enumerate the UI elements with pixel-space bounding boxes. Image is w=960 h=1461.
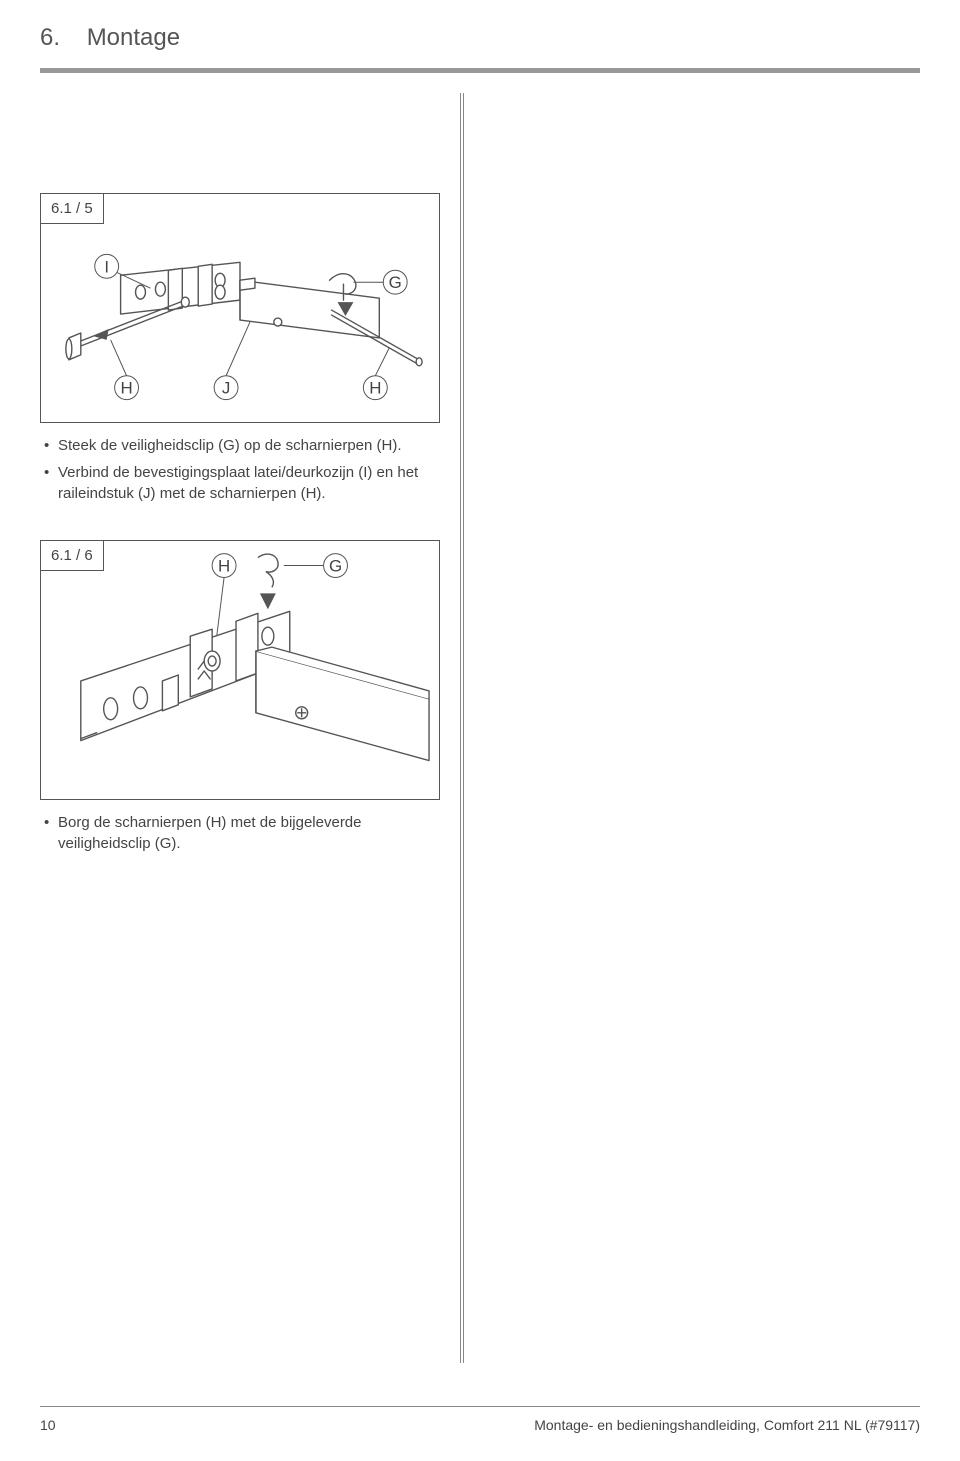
section-title: Montage: [87, 24, 180, 51]
page-footer: 10 Montage- en bedieningshandleiding, Co…: [40, 1406, 920, 1433]
callout-J: J: [222, 379, 230, 398]
left-column: 6.1 / 5: [40, 93, 460, 1363]
header-rule: [40, 68, 920, 73]
text-block-1: Steek de veiligheidsclip (G) op de schar…: [40, 435, 440, 504]
diagram-1: I H J G: [41, 230, 439, 420]
content-columns: 6.1 / 5: [40, 93, 920, 1363]
diagram-2: H G: [41, 541, 439, 801]
figure-label: 6.1 / 6: [40, 540, 104, 571]
callout-G: G: [389, 273, 402, 292]
callout-H-left: H: [120, 379, 132, 398]
right-column: [464, 93, 920, 1363]
figure-6-1-6: 6.1 / 6 H G: [40, 540, 440, 800]
page-header: 6. Montage: [0, 0, 960, 60]
section-number: 6.: [40, 24, 60, 51]
callout-I: I: [104, 257, 109, 276]
text-block-2: Borg de scharnierpen (H) met de bijgelev…: [40, 812, 440, 854]
callout-H: H: [218, 557, 230, 576]
page-number: 10: [40, 1417, 56, 1433]
doc-title: Montage- en bedieningshandleiding, Comfo…: [534, 1417, 920, 1433]
callout-G: G: [329, 557, 342, 576]
bullet-item: Steek de veiligheidsclip (G) op de schar…: [44, 435, 440, 456]
figure-6-1-5: 6.1 / 5: [40, 193, 440, 423]
bullet-item: Borg de scharnierpen (H) met de bijgelev…: [44, 812, 440, 854]
bullet-item: Verbind de bevestigingsplaat latei/deurk…: [44, 462, 440, 504]
figure-label: 6.1 / 5: [40, 193, 104, 224]
callout-H-right: H: [369, 379, 381, 398]
